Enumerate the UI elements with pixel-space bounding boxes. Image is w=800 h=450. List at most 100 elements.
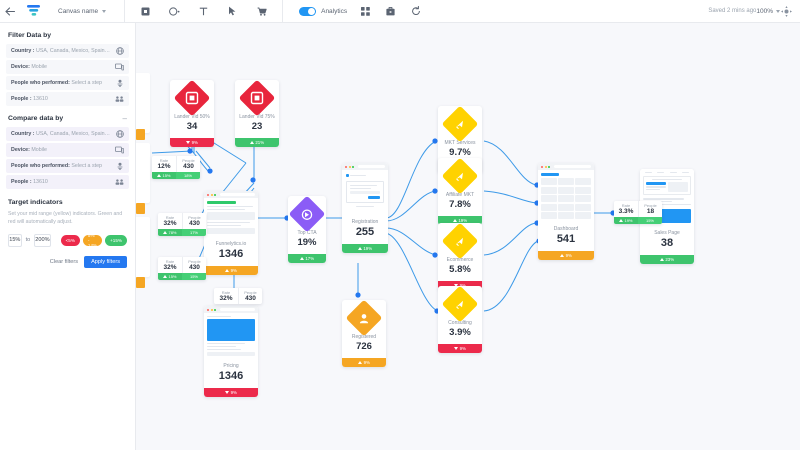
- chip-group-c[interactable]: Rate 32% People 430 15% 15%: [158, 257, 206, 280]
- node-label: Sales Page: [654, 230, 680, 237]
- node-value: 23: [251, 121, 263, 132]
- chip-rate-value: 32%: [219, 295, 233, 302]
- node-registered[interactable]: Registered 726 9%: [342, 300, 386, 367]
- chip-people-label: People: [188, 259, 201, 264]
- canvas-name-label: Canvas name: [58, 7, 99, 15]
- chip-group-d[interactable]: Rate 32% People 430: [214, 288, 262, 304]
- range-max-input[interactable]: 200%: [34, 233, 51, 247]
- collapse-compare-button[interactable]: –: [122, 113, 127, 123]
- canvas-name-dropdown[interactable]: Canvas name: [58, 7, 107, 15]
- node-value: 38: [660, 237, 674, 250]
- compare-value-country: USA, Canada, Mexico, Spain, Engl...: [36, 131, 111, 137]
- circle-icon[interactable]: [168, 5, 181, 18]
- node-top-cta[interactable]: Top CTA 19% 17%: [288, 196, 326, 263]
- node-consulting[interactable]: Consulting 3.9% 9%: [438, 286, 482, 353]
- node-value: 1346: [218, 247, 244, 260]
- triangle-up-icon: [249, 141, 254, 144]
- triangle-down-icon: [454, 284, 459, 287]
- filter-row-device[interactable]: Device: Mobile: [6, 60, 129, 74]
- target-indicators-title: Target indicators: [8, 199, 63, 206]
- node-label: Dashboard: [553, 226, 579, 232]
- status-badge: 23%: [640, 255, 694, 265]
- filter-row-people-performed[interactable]: People who performed: Select a step: [6, 76, 129, 90]
- cart-icon[interactable]: [255, 5, 268, 18]
- chip-people-label: People: [182, 158, 195, 163]
- pill-low[interactable]: <5%: [60, 234, 80, 246]
- badge-text: 17%: [305, 256, 315, 261]
- compare-row-people[interactable]: People : 13610: [6, 175, 129, 189]
- pill-mid[interactable]: 5% - 14%: [82, 233, 103, 248]
- compare-value-people: 13610: [33, 179, 48, 185]
- rocket-diamond-icon-3: [441, 223, 479, 260]
- grid-icon[interactable]: [359, 5, 372, 18]
- status-badge: 9%: [538, 251, 594, 260]
- node-label: Lander Vid 50%: [174, 114, 210, 120]
- triangle-up-icon: [560, 254, 565, 257]
- analytics-toggle[interactable]: Analytics: [299, 6, 347, 16]
- text-t-icon[interactable]: [197, 5, 210, 18]
- filter-actions: Clear filters Apply filters: [8, 255, 127, 268]
- chip-group-b[interactable]: Rate 32% People 430 78% 17%: [158, 213, 206, 236]
- node-label: MKT Services: [444, 140, 476, 146]
- chip-rate-value: 32%: [163, 264, 177, 271]
- compare-data-title: Compare data by: [8, 115, 64, 122]
- status-badge: 9%: [204, 387, 258, 397]
- triangle-up-icon: [225, 268, 230, 272]
- node-value: 1346: [218, 369, 244, 382]
- chip-badge-left: 78%: [158, 229, 182, 236]
- compare-row-device[interactable]: Device: Mobile: [6, 143, 129, 157]
- cursor-icon[interactable]: [226, 5, 239, 18]
- briefcase-icon[interactable]: [384, 5, 397, 18]
- status-badge: 9%: [170, 138, 214, 147]
- funnelytics-logo[interactable]: [20, 4, 46, 18]
- node-affiliate-mkt[interactable]: Affiliate MKT 7.8% 19%: [438, 158, 482, 225]
- clear-filters-button[interactable]: Clear filters: [49, 258, 79, 265]
- compare-row-people-performed[interactable]: People who performed: Select a step: [6, 159, 129, 173]
- node-ecommerce[interactable]: Ecommerce 5.8% 9%: [438, 223, 482, 290]
- status-badge: 19%: [438, 216, 482, 225]
- triangle-up-icon: [452, 219, 457, 222]
- fit-screen-icon[interactable]: [780, 5, 792, 17]
- filter-value-device: Mobile: [31, 64, 47, 70]
- chip-rate-label: Rate: [159, 158, 169, 163]
- indicator-pills: <5% 5% - 14% +15%: [60, 233, 127, 248]
- status-badge: 9%: [438, 344, 482, 353]
- chevron-down-icon-zoom: [776, 9, 780, 13]
- toolbar-divider-2: [282, 0, 284, 23]
- refresh-icon[interactable]: [409, 5, 422, 18]
- rocket-diamond-icon: [441, 106, 479, 143]
- square-icon[interactable]: [139, 5, 152, 18]
- compare-row-country[interactable]: Country : USA, Canada, Mexico, Spain, En…: [6, 127, 129, 141]
- status-badge: 21%: [235, 138, 279, 147]
- chip-people-value: 430: [183, 163, 194, 170]
- node-value: 7.8%: [449, 199, 471, 210]
- apply-filters-button[interactable]: Apply filters: [84, 255, 127, 268]
- top-toolbar: Canvas name: [0, 0, 800, 23]
- node-funnelytics-io[interactable]: Funnelytics.io 1346 9%: [204, 191, 258, 275]
- node-lander-vid-75[interactable]: Lander Vid 75% 23 21%: [235, 80, 279, 147]
- chip-badge-left: 19%: [614, 217, 638, 224]
- back-arrow-icon[interactable]: [0, 6, 20, 16]
- filter-row-people[interactable]: People : 13610: [6, 92, 129, 106]
- pill-high[interactable]: +15%: [105, 234, 127, 246]
- node-label: Registration: [351, 219, 379, 226]
- badge-text: 9%: [565, 253, 572, 258]
- chip-group-a[interactable]: Rate 12% People 430 15% 18%: [152, 156, 200, 179]
- node-value: 541: [556, 233, 576, 245]
- node-pricing[interactable]: Pricing 1346 9%: [204, 306, 258, 397]
- node-registration[interactable]: Registration 255 19%: [342, 163, 388, 254]
- range-min-input[interactable]: 15%: [8, 233, 22, 247]
- target-indicators-description: Set your mid range (yellow) indicators. …: [8, 211, 123, 225]
- node-lander-vid-50[interactable]: Lander Vid 50% 34 9%: [170, 80, 214, 147]
- compare-label-country: Country :: [11, 131, 35, 137]
- chip-group-e[interactable]: Rate 3.3% People 18 19% 15%: [614, 201, 662, 224]
- browser-icon: [204, 191, 258, 237]
- zoom-control[interactable]: 100%: [756, 8, 780, 15]
- funnel-canvas[interactable]: Lander Vid 50% 34 9% Lander Vi: [136, 23, 800, 450]
- analytics-controls: Analytics: [299, 5, 422, 18]
- filter-row-country[interactable]: Country : USA, Canada, Mexico, Spain, En…: [6, 44, 129, 58]
- node-dashboard[interactable]: Dashboard 541 9%: [538, 163, 594, 260]
- compare-value-performed: Select a step: [71, 163, 102, 169]
- toggle-switch[interactable]: [299, 6, 317, 16]
